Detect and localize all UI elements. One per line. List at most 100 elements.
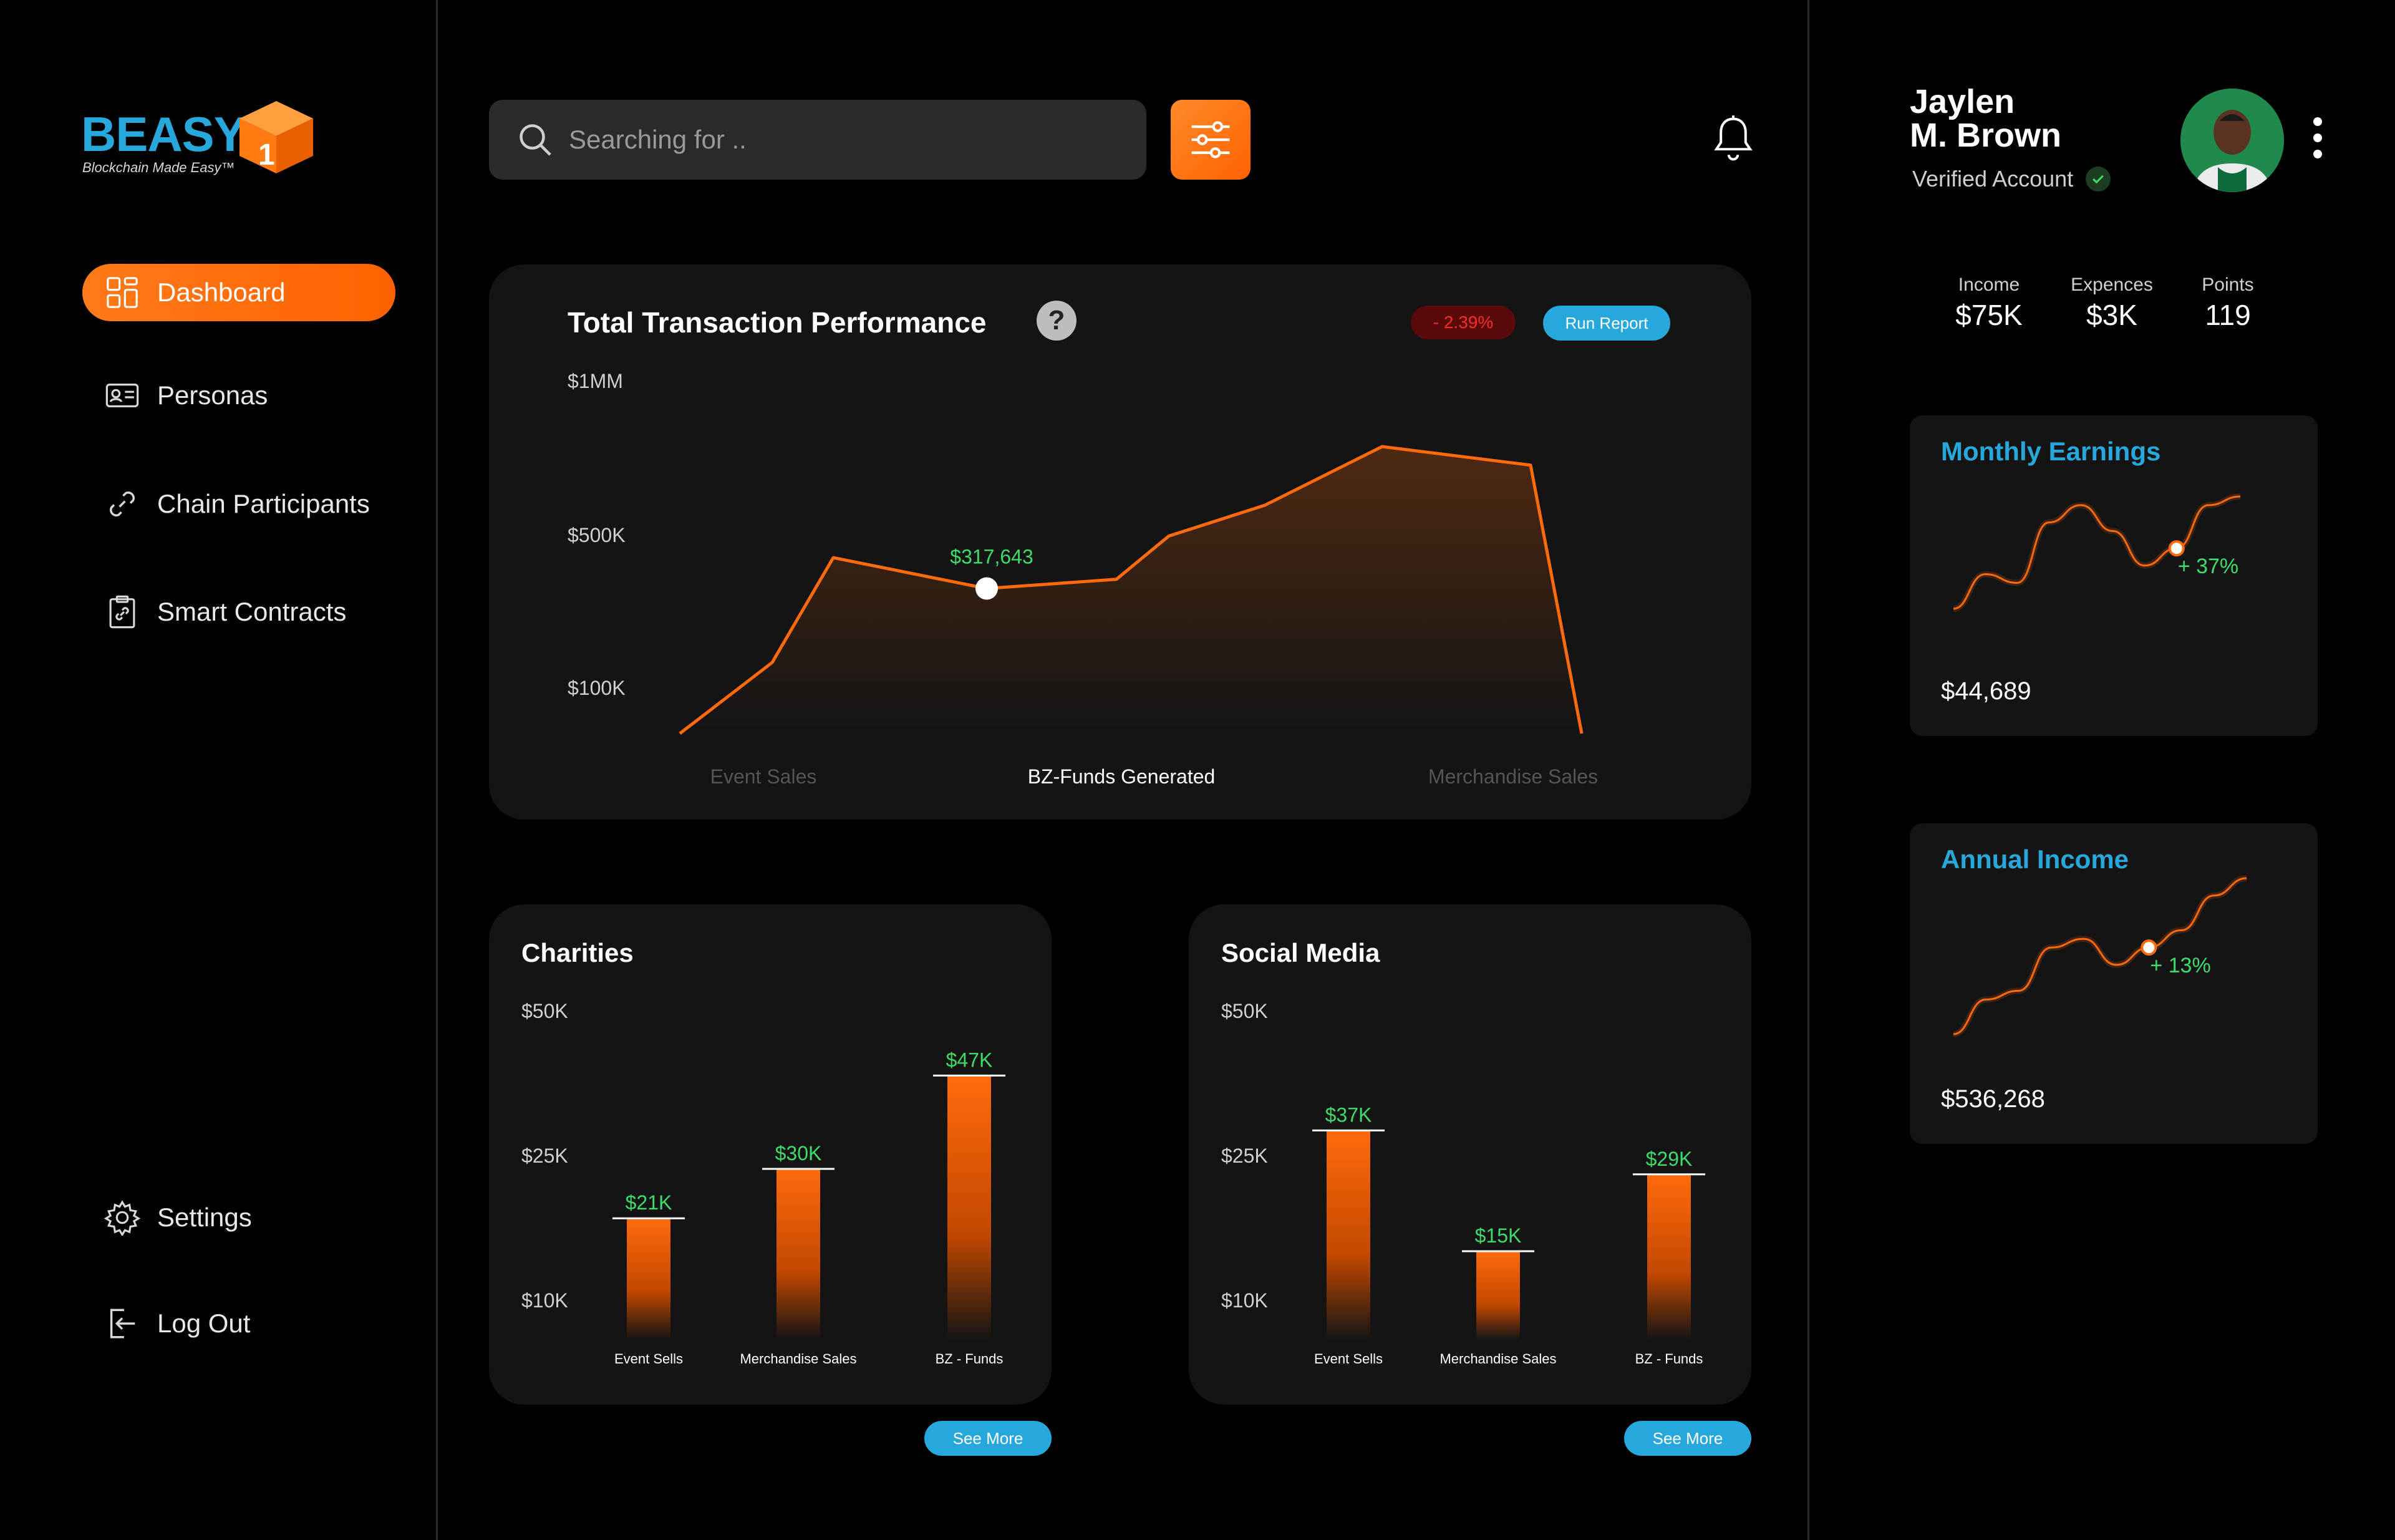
x-axis-label: Merchandise Sales [1439,1351,1556,1367]
id-card-icon [104,377,141,414]
stat-points: Points 119 [2195,274,2260,332]
x-axis-label: Merchandise Sales [740,1351,856,1367]
y-tick-label: $25K [521,1145,568,1167]
link-icon [104,485,141,523]
stat-label: Income [1958,274,2020,295]
y-tick-label: $50K [1221,1000,1268,1022]
highlight-point [975,577,998,600]
stat-value: $3K [2086,299,2137,331]
user-photo-icon [2180,89,2284,192]
sidebar-item-label: Log Out [157,1309,251,1338]
bar-value-label: $37K [1325,1103,1372,1126]
charities-card: Charities $50K $25K $10K $21K Event Sells $30… [489,904,1052,1405]
user-name: Jaylen M. Brown [1910,85,2122,152]
bar [947,1075,991,1340]
bar [1327,1130,1370,1340]
y-tick-label: $10K [521,1289,568,1312]
stat-expenses: Expences $3K [2062,274,2162,332]
more-options-icon[interactable] [2305,117,2330,167]
y-tick-label: $100K [568,677,626,699]
social-media-card: Social Media $50K $25K $10K $37K Event Sells… [1189,904,1751,1405]
sidebar-item-logout[interactable]: Log Out [82,1295,395,1352]
stat-label: Points [2202,274,2254,295]
annual-income-title: Annual Income [1941,845,2129,874]
area-fill [680,447,1582,734]
logo-wordmark: BEASY [81,107,246,162]
check-icon [2086,167,2111,191]
beasy-logo[interactable]: BEASY Blockchain Made Easy™ 1 [81,100,318,181]
x-axis-label: BZ - Funds [936,1351,1004,1367]
highlight-point [2141,939,2157,956]
bar-value-label: $47K [946,1048,993,1071]
bar [1476,1251,1520,1340]
charities-see-more-button[interactable]: See More [924,1421,1052,1456]
monthly-earnings-line-chart: + 37% [1953,493,2241,612]
highlight-label: $317,643 [950,546,1033,568]
series-line [1953,495,2241,610]
stat-label: Expences [2071,274,2153,295]
panel-divider [1807,0,1809,1540]
y-tick-label: $10K [1221,1289,1268,1312]
search-input[interactable] [569,125,1099,155]
sidebar-item-label: Personas [157,380,268,410]
x-axis-label: Event Sells [614,1351,683,1367]
sidebar-item-personas[interactable]: Personas [82,367,395,424]
performance-card: Total Transaction Performance ? - 2.39% … [489,264,1751,820]
bar-value-label: $21K [626,1191,672,1214]
cube-logo-icon: 1 [240,101,313,173]
search-icon [520,124,551,156]
run-report-button[interactable]: Run Report [1543,306,1670,341]
y-tick-label: $500K [568,524,626,546]
avatar[interactable] [2180,89,2284,192]
sidebar: BEASY Blockchain Made Easy™ 1 Dashboard … [0,0,438,1540]
logo-tagline: Blockchain Made Easy™ [82,160,235,175]
y-tick-label: $1MM [568,370,623,392]
x-axis-label: Event Sales [710,765,817,788]
series-line [679,445,1584,735]
bar-value-label: $29K [1646,1148,1693,1170]
performance-area-chart: $1MM $500K $100K $317,643 Event Sales BZ-Fund… [568,370,1598,788]
x-axis-label: Event Sells [1314,1351,1383,1367]
dashboard-icon [104,274,141,311]
bell-icon[interactable] [1711,114,1756,164]
charities-title: Charities [521,938,634,967]
verified-label: Verified Account [1912,166,2074,191]
cube-number: 1 [258,138,275,172]
user-last-name: M. Brown [1910,117,2061,154]
series-line [1953,877,2247,1035]
annual-income-line-chart: + 13% [1953,875,2247,1037]
annual-income-card[interactable]: Annual Income + 13% $536,268 [1910,823,2318,1144]
x-axis-label: BZ - Funds [1635,1351,1703,1367]
highlight-point [2168,540,2185,557]
annual-income-value: $536,268 [1941,1085,2045,1113]
sliders-icon [1191,121,1230,158]
sidebar-item-settings[interactable]: Settings [82,1189,395,1246]
social-see-more-button[interactable]: See More [1624,1421,1751,1456]
stat-income: Income $75K [1950,274,2028,332]
help-icon[interactable]: ? [1037,301,1077,341]
clipboard-contract-icon [104,593,141,631]
social-media-title: Social Media [1221,938,1380,967]
sidebar-item-chain-participants[interactable]: Chain Participants [82,475,395,533]
filter-button[interactable] [1171,100,1251,180]
monthly-earnings-title: Monthly Earnings [1941,437,2161,466]
monthly-earnings-value: $44,689 [1941,677,2031,705]
monthly-earnings-card[interactable]: Monthly Earnings + 37% $44,689 [1910,415,2318,736]
sidebar-item-smart-contracts[interactable]: Smart Contracts [82,583,395,641]
change-label: + 13% [2150,954,2210,977]
logout-icon [104,1305,141,1342]
bar-value-label: $30K [775,1142,822,1165]
gear-icon [104,1199,141,1236]
stat-value: 119 [2205,299,2251,331]
sidebar-item-dashboard[interactable]: Dashboard [82,264,395,321]
performance-title: Total Transaction Performance [568,306,987,339]
change-badge: - 2.39% [1411,306,1516,339]
bar-value-label: $15K [1475,1224,1522,1247]
social-media-bar-chart: $50K $25K $10K $37K Event Sells $15K Merchandi… [1221,1000,1705,1367]
user-first-name: Jaylen [1910,83,2015,120]
search-bar[interactable] [489,100,1146,180]
sidebar-item-label: Dashboard [157,278,286,307]
sidebar-item-label: Smart Contracts [157,597,347,626]
bar [1647,1174,1691,1340]
x-axis-label: BZ-Funds Generated [1028,765,1216,788]
